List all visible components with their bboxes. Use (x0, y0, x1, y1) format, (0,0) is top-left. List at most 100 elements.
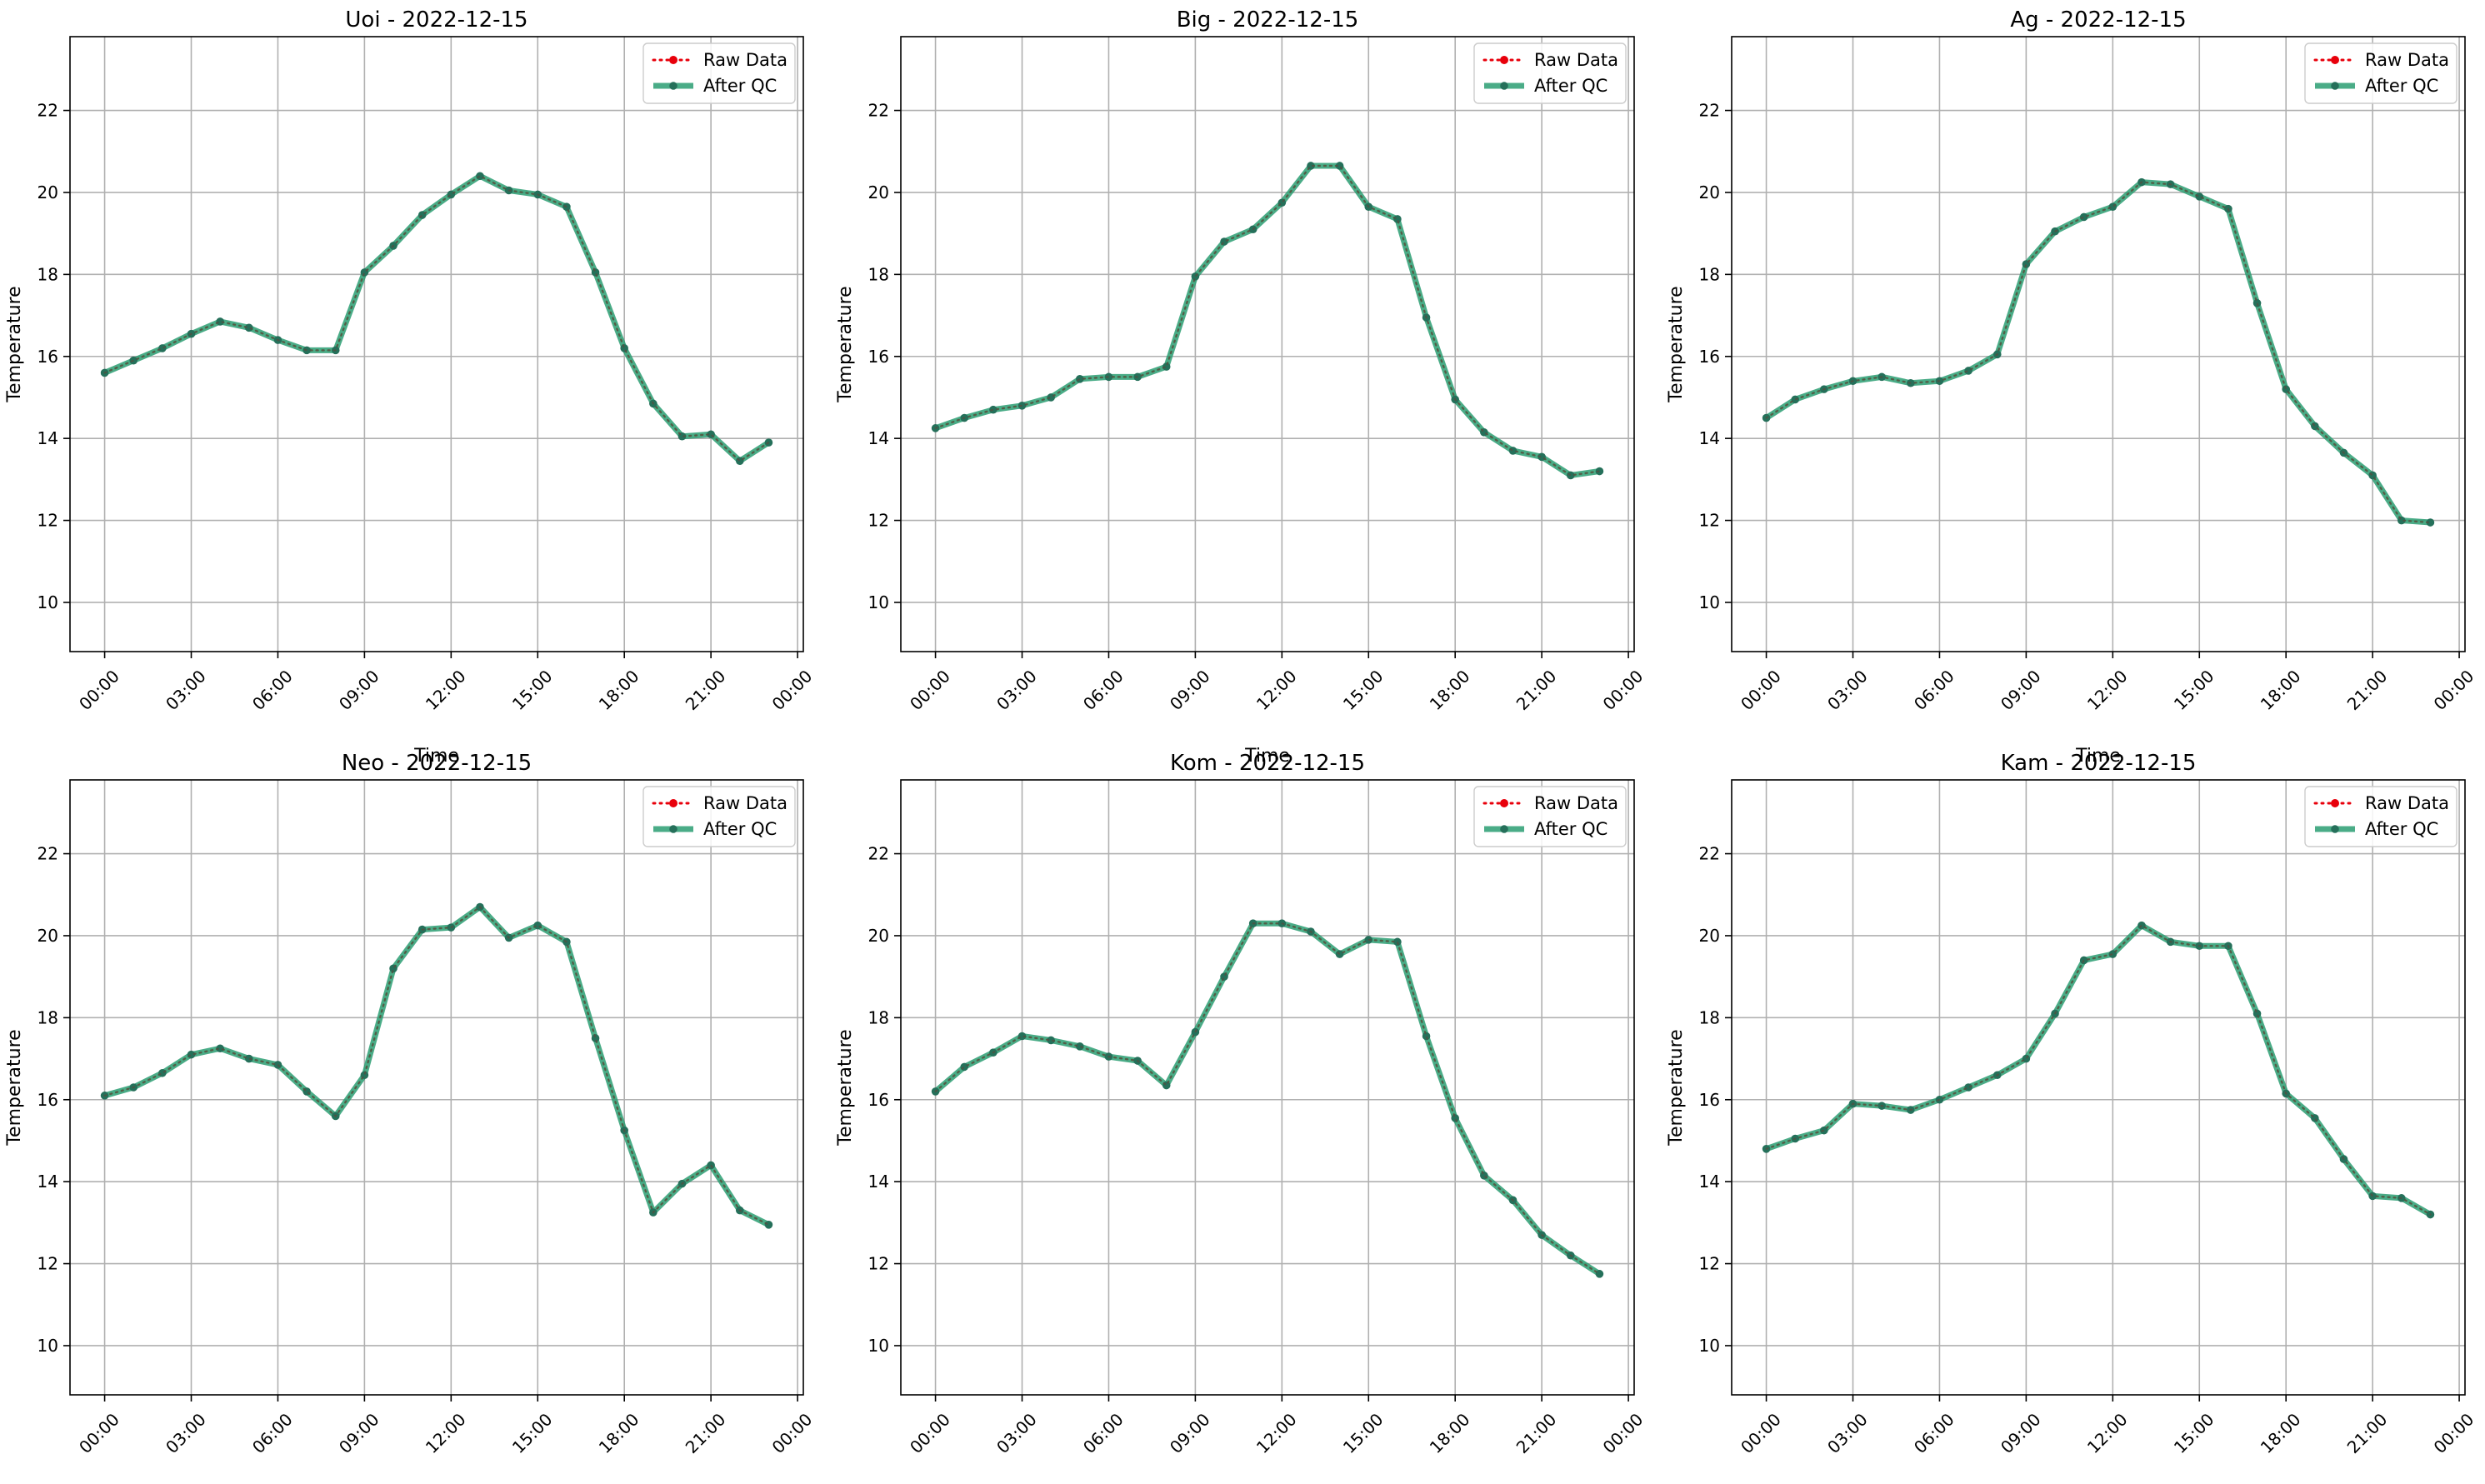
legend-label: Raw Data (1534, 50, 1618, 70)
legend: Raw Data After QC (1473, 786, 1627, 847)
y-tick-label: 16 (38, 347, 58, 367)
x-tick-label: 06:00 (248, 666, 297, 714)
legend-marker-raw-data (2331, 799, 2339, 807)
x-tick-label: 21:00 (1512, 666, 1561, 714)
legend-label: Raw Data (703, 793, 788, 813)
chart-panel-0: 10 12 14 16 18 20 22 00:00 03:00 06:00 09:00 12:00 1… (4, 7, 816, 767)
data-point-after-qc (591, 1034, 600, 1042)
x-tick-label: 00:00 (75, 1409, 123, 1457)
series-line-after-qc (102, 172, 772, 464)
axes-frame (900, 36, 1635, 652)
data-point-after-qc (1220, 972, 1228, 981)
x-tick-label: 03:00 (992, 666, 1041, 714)
data-point-after-qc (245, 323, 253, 332)
legend-label: After QC (703, 76, 777, 96)
x-tick-label: 15:00 (2170, 666, 2218, 714)
data-point-after-qc (1451, 1114, 1459, 1122)
x-tick-label: 06:00 (248, 1409, 297, 1457)
data-point-after-qc (158, 344, 167, 352)
legend-label: After QC (703, 819, 777, 839)
legend: Raw Data After QC (2304, 42, 2458, 104)
x-tick-label: 00:00 (1599, 666, 1648, 714)
y-tick-label: 20 (38, 926, 58, 946)
x-tick-label: 06:00 (1079, 666, 1128, 714)
x-tick-label: 00:00 (75, 666, 123, 714)
y-tick-label: 14 (868, 428, 889, 448)
x-tick-label: 00:00 (2430, 1409, 2478, 1457)
plot-area (70, 37, 803, 652)
data-point-after-qc (1422, 1032, 1431, 1041)
data-point-after-qc (1047, 1036, 1055, 1045)
data-point-after-qc (2426, 518, 2435, 527)
y-tick-label: 10 (1699, 1336, 1720, 1356)
plot-area (901, 37, 1634, 652)
x-tick-label: 00:00 (906, 666, 954, 714)
x-tick-label: 15:00 (508, 666, 557, 714)
x-tick-label: 12:00 (422, 1409, 470, 1457)
legend-marker-raw-data (2331, 56, 2339, 64)
legend-marker-raw-data (1500, 56, 1508, 64)
legend: Raw Data After QC (1473, 42, 1627, 104)
y-axis-label: Temperature (1666, 1029, 1687, 1146)
series-line-raw-data-overlay (1765, 924, 2432, 1216)
plot-area (70, 780, 803, 1395)
legend-marker-after-qc (669, 825, 678, 833)
x-tick-label: 21:00 (2343, 1409, 2392, 1457)
y-tick-label: 14 (38, 428, 58, 448)
y-tick-label: 18 (868, 264, 889, 284)
x-tick-label: 21:00 (2343, 666, 2392, 714)
series-line-raw-data-overlay (103, 906, 770, 1226)
y-tick-label: 14 (1699, 1172, 1720, 1192)
data-point-after-qc (2252, 1009, 2262, 1018)
axes-frame (69, 779, 804, 1396)
y-tick-label: 16 (38, 1090, 58, 1110)
data-point-after-qc (1162, 362, 1171, 371)
y-tick-label: 20 (868, 182, 889, 202)
y-tick-label: 10 (868, 592, 889, 612)
x-tick-label: 06:00 (1910, 1409, 1958, 1457)
y-tick-label: 12 (868, 511, 889, 531)
x-axis-label: Time (413, 746, 459, 767)
data-point-after-qc (216, 1044, 224, 1053)
data-point-after-qc (158, 1068, 167, 1077)
y-tick-label: 12 (1699, 1254, 1720, 1274)
y-tick-label: 22 (1699, 101, 1720, 121)
data-point-after-qc (591, 268, 600, 277)
data-point-after-qc (1964, 367, 1972, 375)
legend-label: After QC (2365, 76, 2438, 96)
x-tick-label: 21:00 (682, 1409, 730, 1457)
legend: Raw Data After QC (642, 42, 796, 104)
x-tick-label: 00:00 (1737, 1409, 1785, 1457)
x-tick-label: 09:00 (335, 666, 383, 714)
x-tick-label: 00:00 (2430, 666, 2478, 714)
data-point-after-qc (476, 172, 484, 181)
x-tick-label: 21:00 (1512, 1409, 1561, 1457)
x-tick-label: 12:00 (2083, 666, 2132, 714)
y-axis-label: Temperature (4, 1029, 25, 1146)
y-tick-label: 12 (868, 1254, 889, 1274)
x-tick-label: 00:00 (906, 1409, 954, 1457)
data-point-after-qc (2108, 202, 2118, 211)
y-tick-label: 18 (1699, 1007, 1720, 1027)
x-tick-label: 06:00 (1910, 666, 1958, 714)
x-tick-label: 18:00 (1426, 1409, 1474, 1457)
plot-area (1732, 780, 2465, 1395)
y-tick-label: 14 (1699, 428, 1720, 448)
y-tick-label: 12 (38, 1254, 58, 1274)
x-tick-label: 00:00 (1737, 666, 1785, 714)
legend-marker-after-qc (669, 82, 678, 90)
legend-marker-raw-data (669, 799, 678, 807)
legend: Raw Data After QC (2304, 786, 2458, 847)
x-tick-label: 09:00 (1997, 1409, 2045, 1457)
data-point-after-qc (1393, 215, 1402, 223)
data-point-after-qc (2195, 192, 2204, 201)
y-tick-label: 18 (38, 264, 58, 284)
y-axis-label: Temperature (1666, 286, 1687, 402)
data-point-after-qc (735, 457, 744, 466)
y-tick-label: 20 (1699, 926, 1720, 946)
x-tick-label: 06:00 (1079, 1409, 1128, 1457)
y-tick-label: 12 (1699, 511, 1720, 531)
y-tick-label: 16 (1699, 347, 1720, 367)
legend-marker-after-qc (2331, 825, 2339, 833)
chart-title: Kom - 2022-12-15 (1170, 751, 1365, 776)
